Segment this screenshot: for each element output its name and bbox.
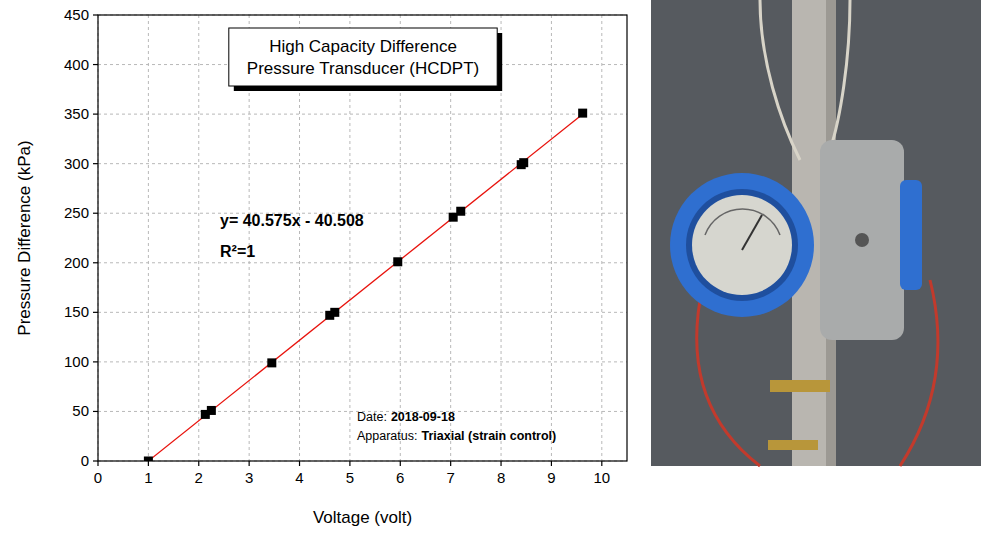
x-tick-label: 7 xyxy=(446,469,454,486)
x-tick-label: 0 xyxy=(94,469,102,486)
y-tick xyxy=(93,361,98,362)
x-tick-label: 9 xyxy=(547,469,555,486)
data-point xyxy=(267,358,276,367)
y-grid-line xyxy=(98,312,627,313)
y-grid-line xyxy=(98,163,627,164)
grid xyxy=(98,15,627,461)
y-grid-line xyxy=(98,114,627,115)
valve xyxy=(768,440,818,450)
x-tick xyxy=(400,461,401,466)
dial-face xyxy=(692,195,792,295)
photo-background xyxy=(651,0,981,466)
data-point xyxy=(519,158,528,167)
x-tick-label: 5 xyxy=(346,469,354,486)
y-tick-label: 200 xyxy=(64,254,89,271)
title-line: Pressure Transducer (HCDPT) xyxy=(247,59,479,78)
valve xyxy=(770,380,830,392)
y-tick-label: 150 xyxy=(64,303,89,320)
y-tick xyxy=(93,64,98,65)
y-tick xyxy=(93,312,98,313)
y-tick xyxy=(93,14,98,15)
chart-title: High Capacity Difference Pressure Transdu… xyxy=(247,37,479,78)
title-box: High Capacity Difference Pressure Transdu… xyxy=(229,28,502,91)
x-grid-line xyxy=(148,15,149,461)
x-tick xyxy=(249,461,250,466)
axes: 012345678910050100150200250300350400450 xyxy=(64,6,610,486)
chart-root: 012345678910050100150200250300350400450V… xyxy=(0,0,982,533)
fit-line xyxy=(148,114,583,461)
wire xyxy=(900,280,938,466)
note-label: Date: xyxy=(357,410,387,424)
title-frame xyxy=(229,28,497,86)
y-tick-label: 450 xyxy=(64,6,89,23)
note-value: 2018-09-18 xyxy=(391,410,455,424)
note: Apparatus: Triaxial (strain control) xyxy=(357,429,556,443)
y-axis-title: Pressure Difference (kPa) xyxy=(15,140,34,335)
x-tick xyxy=(450,461,451,466)
y-tick-label: 0 xyxy=(81,452,89,469)
data-point xyxy=(578,109,587,118)
x-grid-line xyxy=(198,15,199,461)
front-cap-ring xyxy=(686,189,798,301)
annotation: y= 40.575x - 40.508 xyxy=(220,212,364,229)
x-tick-label: 2 xyxy=(195,469,203,486)
data-point xyxy=(330,308,339,317)
y-tick xyxy=(93,411,98,412)
dial-scale xyxy=(705,209,780,235)
x-tick xyxy=(198,461,199,466)
y-tick xyxy=(93,460,98,461)
x-tick-label: 10 xyxy=(593,469,610,486)
y-tick xyxy=(93,262,98,263)
side-cap xyxy=(900,180,922,290)
note: Date: 2018-09-18 xyxy=(357,410,455,424)
data-point xyxy=(144,457,153,462)
x-tick xyxy=(349,461,350,466)
x-tick xyxy=(97,461,98,466)
y-tick xyxy=(93,213,98,214)
x-axis-title: Voltage (volt) xyxy=(313,508,412,527)
y-tick xyxy=(93,163,98,164)
plot-frame xyxy=(98,15,627,461)
photo-illustration xyxy=(651,0,981,466)
data-point xyxy=(456,207,465,216)
x-tick xyxy=(299,461,300,466)
x-tick-label: 3 xyxy=(245,469,253,486)
housing xyxy=(820,140,904,340)
data-point xyxy=(207,406,216,415)
x-grid-line xyxy=(601,15,602,461)
note-value: Triaxial (strain control) xyxy=(421,429,556,443)
y-tick-label: 50 xyxy=(72,402,89,419)
data-point xyxy=(393,257,402,266)
note-label: Apparatus: xyxy=(357,429,417,443)
y-tick-label: 350 xyxy=(64,105,89,122)
x-tick-label: 6 xyxy=(396,469,404,486)
dial-needle xyxy=(742,215,762,250)
x-tick-label: 1 xyxy=(144,469,152,486)
x-tick xyxy=(551,461,552,466)
front-cap xyxy=(670,173,814,317)
y-tick-label: 250 xyxy=(64,204,89,221)
wire xyxy=(697,300,760,466)
annotation: R²=1 xyxy=(220,243,255,260)
data-group xyxy=(144,109,587,461)
tube xyxy=(760,0,800,160)
y-grid-line xyxy=(98,262,627,263)
title-line: High Capacity Difference xyxy=(269,37,457,56)
x-tick-label: 8 xyxy=(497,469,505,486)
x-tick xyxy=(601,461,602,466)
x-grid-line xyxy=(551,15,552,461)
x-tick xyxy=(500,461,501,466)
y-grid-line xyxy=(98,361,627,362)
y-tick-label: 100 xyxy=(64,353,89,370)
y-tick xyxy=(93,114,98,115)
y-tick-label: 300 xyxy=(64,155,89,172)
port xyxy=(855,233,869,247)
x-tick xyxy=(148,461,149,466)
photo-wall xyxy=(651,0,981,466)
tube xyxy=(830,0,850,150)
y-tick-label: 400 xyxy=(64,56,89,73)
x-tick-label: 4 xyxy=(295,469,303,486)
